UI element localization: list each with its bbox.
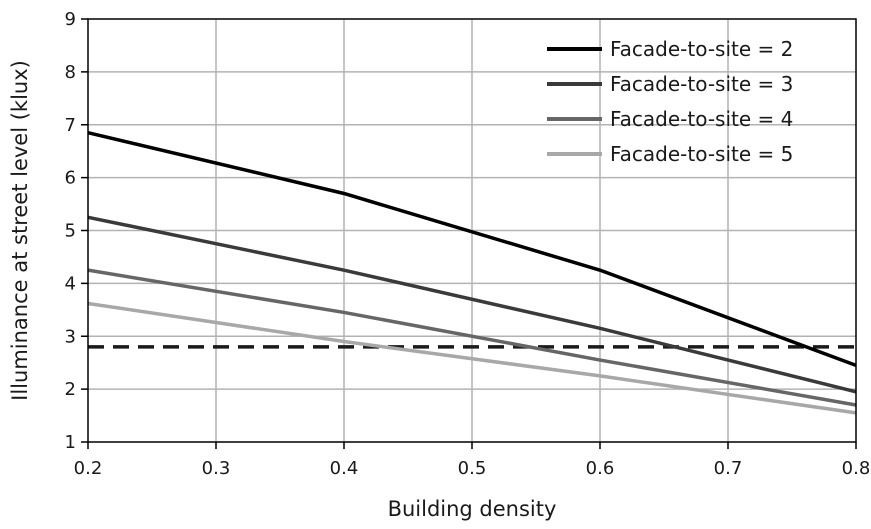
- y-tick-label: 4: [65, 273, 76, 294]
- y-tick-label: 7: [65, 115, 76, 136]
- x-tick-label: 0.6: [586, 458, 615, 479]
- x-tick-label: 0.8: [842, 458, 871, 479]
- plot-frame: [87, 18, 857, 443]
- x-tick-label: 0.2: [74, 458, 103, 479]
- series-line-2: [87, 130, 857, 367]
- legend-label: Facade-to-site = 4: [610, 107, 793, 131]
- y-tick-label: 9: [65, 9, 76, 30]
- y-tick-label: 8: [65, 62, 76, 83]
- legend-label: Facade-to-site = 5: [610, 142, 793, 166]
- x-tick-label: 0.5: [458, 458, 487, 479]
- y-tick-label: 5: [65, 221, 76, 242]
- x-tick-label: 0.3: [202, 458, 231, 479]
- x-tick-label: 0.4: [330, 458, 359, 479]
- tick-labels: 0.2 0.3 0.4 0.5 0.6 0.7 0.8 1 2 3 4 5 6 7 8 9: [65, 9, 871, 479]
- x-tick-label: 0.7: [714, 458, 743, 479]
- series-line-3: [87, 215, 857, 394]
- y-tick-label: 3: [65, 326, 76, 347]
- y-tick-label: 2: [65, 379, 76, 400]
- series-line-5: [87, 301, 857, 415]
- legend-label: Facade-to-site = 2: [610, 37, 793, 61]
- y-axis-label: Illuminance at street level (klux): [8, 60, 32, 401]
- y-tick-label: 1: [65, 432, 76, 453]
- series-group: [87, 130, 857, 415]
- y-tick-label: 6: [65, 168, 76, 189]
- legend-label: Facade-to-site = 3: [610, 72, 793, 96]
- axes: [81, 18, 857, 449]
- series-line-4: [87, 268, 857, 407]
- x-axis-label: Building density: [388, 497, 557, 521]
- legend: Facade-to-site = 2 Facade-to-site = 3 Faca…: [547, 37, 793, 166]
